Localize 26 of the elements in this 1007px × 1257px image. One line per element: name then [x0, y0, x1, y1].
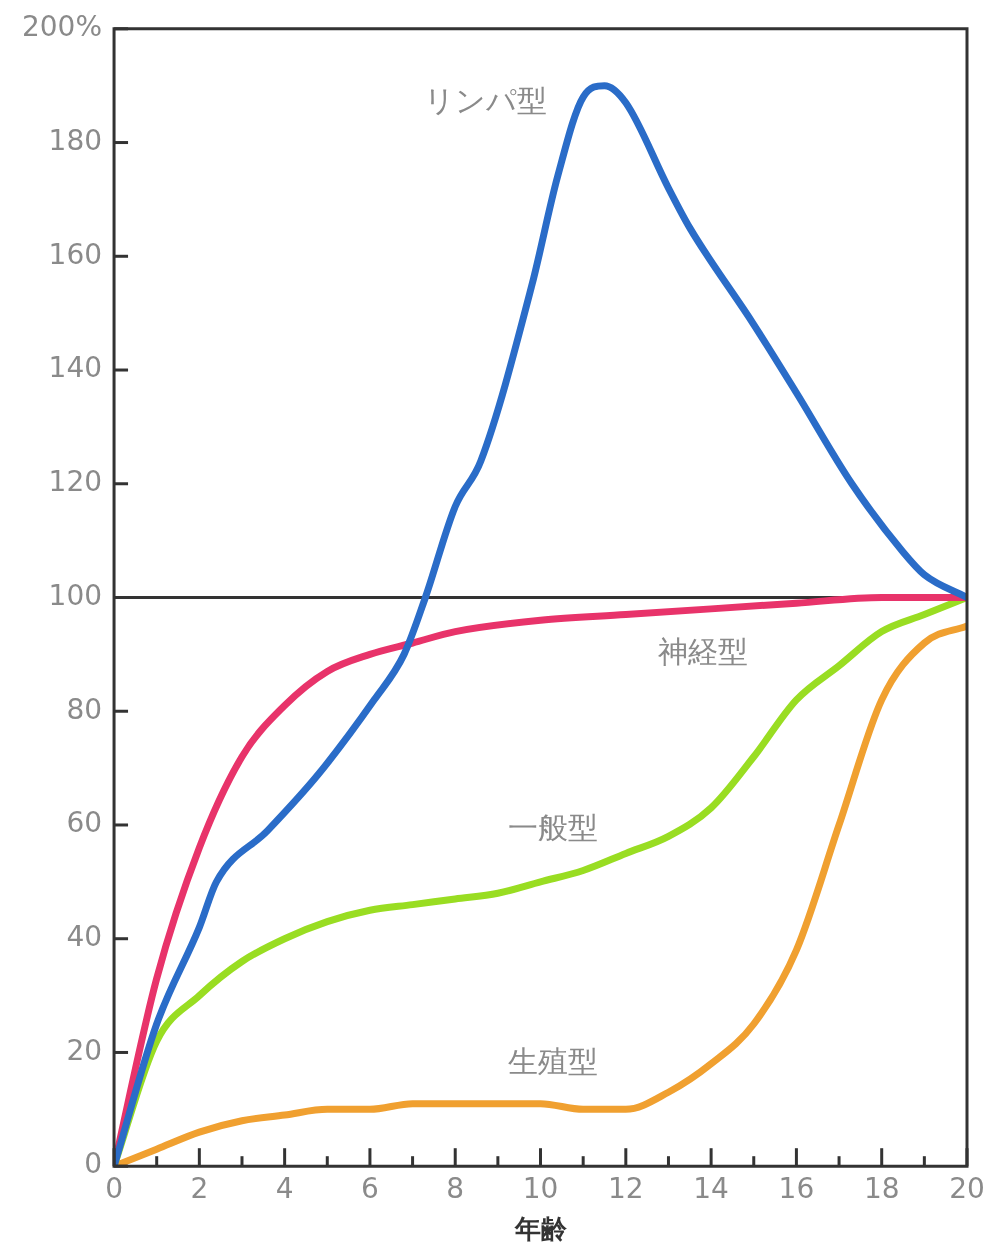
series-label: 神経型	[657, 634, 748, 670]
x-tick-label: 12	[608, 1172, 644, 1206]
x-axis-title: 年齢	[513, 1214, 568, 1245]
x-tick-label: 20	[949, 1172, 985, 1206]
y-tick-label: 80	[66, 692, 103, 726]
y-tick-label: 120	[48, 465, 103, 499]
y-tick-label: 200%	[21, 10, 103, 44]
y-tick-label: 140	[48, 351, 103, 385]
y-tick-label: 180	[48, 123, 103, 157]
y-tick-label: 20	[66, 1033, 103, 1067]
series-label: 生殖型	[508, 1043, 599, 1079]
x-tick-label: 16	[778, 1172, 815, 1206]
y-tick-label: 40	[66, 920, 103, 953]
x-tick-label: 10	[522, 1172, 559, 1206]
x-tick-label: 2	[190, 1172, 209, 1206]
y-tick-label: 0	[84, 1147, 103, 1181]
x-tick-label: 18	[863, 1172, 900, 1206]
x-tick-label: 6	[361, 1172, 379, 1206]
y-tick-label: 60	[66, 806, 103, 840]
series-label: 一般型	[508, 810, 599, 846]
x-tick-label: 4	[275, 1172, 294, 1206]
y-tick-label: 100	[48, 578, 103, 612]
x-tick-label: 14	[693, 1172, 729, 1206]
y-tick-label: 160	[48, 237, 103, 271]
x-tick-label: 8	[446, 1172, 465, 1206]
series-label: リンパ型	[423, 82, 547, 118]
